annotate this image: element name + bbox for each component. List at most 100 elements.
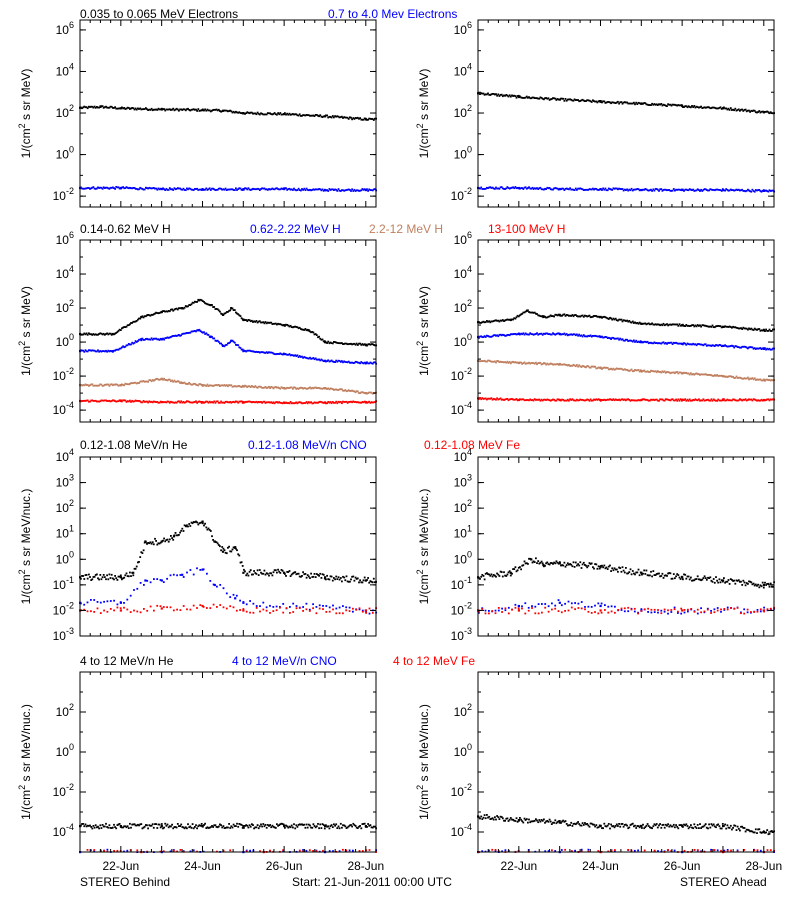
y-tick-label: 100 bbox=[454, 549, 472, 566]
data-point bbox=[633, 610, 636, 613]
data-point bbox=[563, 399, 566, 402]
data-point bbox=[637, 399, 640, 401]
data-point bbox=[607, 605, 610, 608]
data-point bbox=[669, 189, 672, 192]
data-point bbox=[709, 374, 712, 376]
data-point bbox=[360, 391, 363, 394]
data-point bbox=[522, 332, 525, 335]
data-point bbox=[538, 398, 541, 401]
data-point bbox=[358, 190, 360, 192]
data-point bbox=[162, 108, 164, 111]
data-point bbox=[285, 187, 287, 190]
data-point bbox=[499, 319, 502, 322]
data-point bbox=[294, 113, 297, 116]
data-point bbox=[488, 397, 491, 400]
data-point bbox=[604, 567, 607, 570]
data-point bbox=[341, 342, 343, 344]
data-point bbox=[594, 187, 596, 190]
data-point bbox=[263, 569, 266, 572]
data-point bbox=[597, 602, 600, 605]
data-point bbox=[157, 542, 160, 545]
data-point bbox=[606, 337, 609, 339]
data-point bbox=[522, 188, 525, 190]
data-point bbox=[223, 345, 226, 348]
data-point bbox=[688, 343, 691, 346]
data-point bbox=[745, 377, 748, 380]
data-point bbox=[300, 575, 302, 578]
data-point bbox=[556, 363, 559, 365]
data-point bbox=[715, 188, 717, 191]
data-point bbox=[181, 527, 184, 530]
series-blue bbox=[477, 332, 775, 351]
data-point bbox=[160, 607, 163, 610]
data-point bbox=[683, 573, 685, 576]
data-point bbox=[514, 317, 517, 320]
data-point bbox=[590, 316, 593, 318]
data-point bbox=[626, 369, 628, 371]
data-point bbox=[569, 187, 571, 190]
data-point bbox=[720, 610, 722, 613]
data-point bbox=[630, 608, 633, 611]
data-point bbox=[627, 320, 630, 323]
data-point bbox=[494, 612, 497, 615]
data-point bbox=[595, 367, 598, 370]
data-point bbox=[708, 106, 710, 109]
data-point bbox=[345, 390, 348, 393]
data-point bbox=[678, 323, 681, 326]
data-point bbox=[347, 360, 350, 363]
data-point bbox=[215, 384, 218, 386]
data-point bbox=[143, 380, 146, 383]
data-point bbox=[703, 343, 706, 346]
data-point bbox=[114, 400, 116, 402]
data-point bbox=[565, 187, 568, 190]
data-point bbox=[604, 102, 607, 104]
data-point bbox=[298, 607, 301, 609]
data-point bbox=[246, 386, 249, 388]
data-point bbox=[615, 101, 618, 104]
data-point bbox=[209, 189, 212, 191]
data-point bbox=[370, 343, 373, 345]
data-point bbox=[719, 189, 722, 191]
tick-exponent: -1 bbox=[66, 575, 74, 585]
data-point bbox=[127, 343, 130, 345]
data-point bbox=[334, 188, 336, 191]
data-point bbox=[687, 610, 689, 613]
data-point bbox=[683, 190, 685, 192]
data-point bbox=[745, 189, 748, 192]
data-point bbox=[533, 333, 536, 336]
data-point bbox=[322, 605, 324, 607]
data-point bbox=[297, 114, 300, 117]
data-point bbox=[116, 107, 119, 110]
data-point bbox=[511, 318, 513, 321]
legend-label: 13-100 MeV H bbox=[488, 222, 565, 236]
data-point bbox=[541, 562, 544, 565]
data-point bbox=[278, 353, 281, 355]
data-point bbox=[676, 573, 679, 575]
data-point bbox=[637, 568, 640, 571]
data-point bbox=[550, 98, 553, 100]
data-point bbox=[529, 362, 532, 365]
data-point bbox=[262, 187, 265, 190]
data-point bbox=[251, 401, 253, 404]
data-point bbox=[241, 565, 244, 567]
data-point bbox=[651, 190, 653, 192]
data-point bbox=[248, 400, 251, 403]
data-point bbox=[599, 398, 602, 402]
data-point bbox=[666, 105, 668, 107]
data-point bbox=[150, 187, 153, 190]
data-point bbox=[637, 612, 639, 615]
data-point bbox=[90, 399, 93, 402]
data-point bbox=[117, 107, 120, 110]
data-point bbox=[604, 336, 607, 338]
data-point bbox=[118, 575, 121, 578]
data-point bbox=[670, 104, 673, 107]
data-point bbox=[713, 374, 716, 376]
data-point bbox=[743, 345, 746, 348]
data-point bbox=[99, 574, 102, 576]
series-black bbox=[477, 309, 775, 332]
data-point bbox=[294, 325, 297, 328]
data-point bbox=[699, 578, 701, 581]
data-point bbox=[549, 314, 552, 317]
data-point bbox=[191, 188, 194, 191]
